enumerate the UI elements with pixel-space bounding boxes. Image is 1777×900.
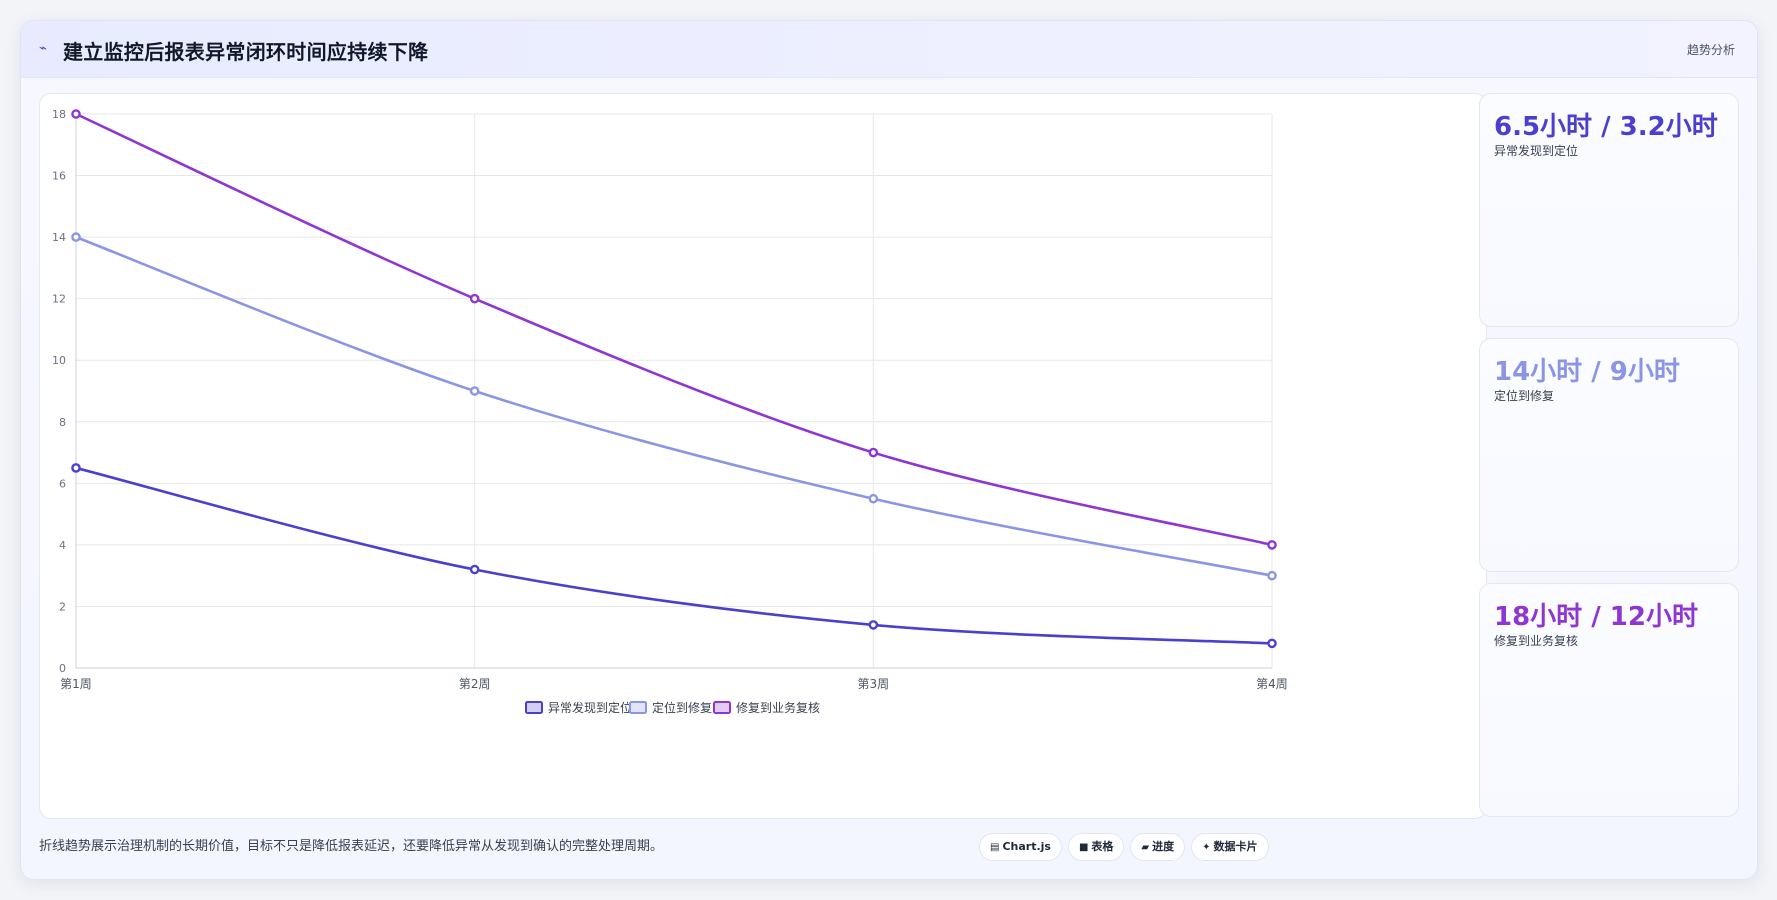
kpi-value: 6.5小时 / 3.2小时 xyxy=(1494,112,1718,142)
kpi-label: 修复到业务复核 xyxy=(1494,634,1579,648)
pill-label: Chart.js xyxy=(1002,840,1051,853)
card-icon: ✦ xyxy=(1202,842,1211,853)
legend-label: 定位到修复 xyxy=(652,700,712,715)
kpi-label: 定位到修复 xyxy=(1494,389,1555,403)
x-tick-label: 第1周 xyxy=(60,677,92,691)
kpi-value: 18小时 / 12小时 xyxy=(1494,602,1698,632)
series-line-1 xyxy=(75,466,1273,645)
data-point xyxy=(71,109,81,119)
pill-chartjs[interactable]: ▤ Chart.js xyxy=(979,833,1062,861)
card-title: 建立监控后报表异常闭环时间应持续下降 xyxy=(63,40,429,64)
card-header: ⌁ 建立监控后报表异常闭环时间应持续下降 趋势分析 xyxy=(21,21,1757,78)
pill-table[interactable]: ■ 表格 xyxy=(1067,833,1125,861)
kpi-card-review: 18小时 / 12小时 修复到业务复核 xyxy=(1479,583,1739,817)
pill-data-card[interactable]: ✦ 数据卡片 xyxy=(1191,833,1269,861)
data-point xyxy=(469,386,480,396)
y-tick-label: 8 xyxy=(59,416,66,429)
legend-label: 异常发现到定位 xyxy=(548,700,632,715)
y-tick-label: 4 xyxy=(59,539,66,552)
y-tick-label: 6 xyxy=(59,477,66,490)
data-point xyxy=(868,447,879,458)
legend-swatch xyxy=(629,701,647,714)
legend-swatch xyxy=(525,701,543,714)
data-point xyxy=(71,463,81,473)
x-tick-label: 第3周 xyxy=(858,677,890,691)
x-tick-label: 第2周 xyxy=(459,677,491,691)
pulse-icon: ⌁ xyxy=(39,41,47,56)
kpi-label: 异常发现到定位 xyxy=(1494,144,1579,158)
x-tick-label: 第4周 xyxy=(1256,677,1288,691)
chart-icon: ▤ xyxy=(990,842,1000,853)
kpi-value: 14小时 / 9小时 xyxy=(1494,357,1680,387)
pill-label: 数据卡片 xyxy=(1213,840,1258,853)
y-tick-label: 12 xyxy=(52,293,66,306)
pill-progress[interactable]: ▰ 进度 xyxy=(1130,833,1186,861)
legend-swatch xyxy=(713,701,731,714)
data-point xyxy=(1267,540,1277,550)
data-point xyxy=(868,620,879,630)
data-point xyxy=(1267,570,1277,581)
footer-note: 折线趋势展示治理机制的长期价值，目标不只是降低报表延迟，还要降低异常从发现到确认… xyxy=(39,839,664,854)
y-tick-label: 16 xyxy=(52,170,66,183)
series-line-3 xyxy=(75,112,1273,547)
data-point xyxy=(868,493,879,504)
y-tick-label: 10 xyxy=(52,354,66,367)
line-chart-panel: 0 2 4 6 8 10 12 14 16 18 第1周 第2周 第3周 第4周异常发现到定位 定位到修复 修… xyxy=(39,93,1487,819)
pill-label: 表格 xyxy=(1091,840,1114,853)
y-tick-label: 18 xyxy=(52,108,66,121)
legend-label: 修复到业务复核 xyxy=(736,700,820,715)
pill-label: 进度 xyxy=(1152,840,1175,853)
kpi-card-locate: 6.5小时 / 3.2小时 异常发现到定位 xyxy=(1479,93,1739,327)
table-icon: ■ xyxy=(1078,842,1089,853)
progress-icon: ▰ xyxy=(1141,842,1150,853)
data-point xyxy=(1267,638,1277,649)
data-point xyxy=(71,232,81,242)
series-line-2 xyxy=(75,235,1273,577)
view-pills: ▤ Chart.js ■ 表格 ▰ 进度 ✦ 数据卡片 xyxy=(979,833,1275,861)
data-point xyxy=(469,564,480,575)
data-point xyxy=(469,293,480,304)
chart-card: ⌁ 建立监控后报表异常闭环时间应持续下降 趋势分析 0 2 4 6 8 10 12 14 16 1… xyxy=(20,20,1758,880)
kpi-card-repair: 14小时 / 9小时 定位到修复 xyxy=(1479,338,1739,572)
trend-analysis-tag[interactable]: 趋势分析 xyxy=(1686,43,1735,57)
y-tick-label: 2 xyxy=(59,600,66,613)
y-tick-label: 14 xyxy=(52,231,66,244)
y-tick-label: 0 xyxy=(59,662,66,675)
